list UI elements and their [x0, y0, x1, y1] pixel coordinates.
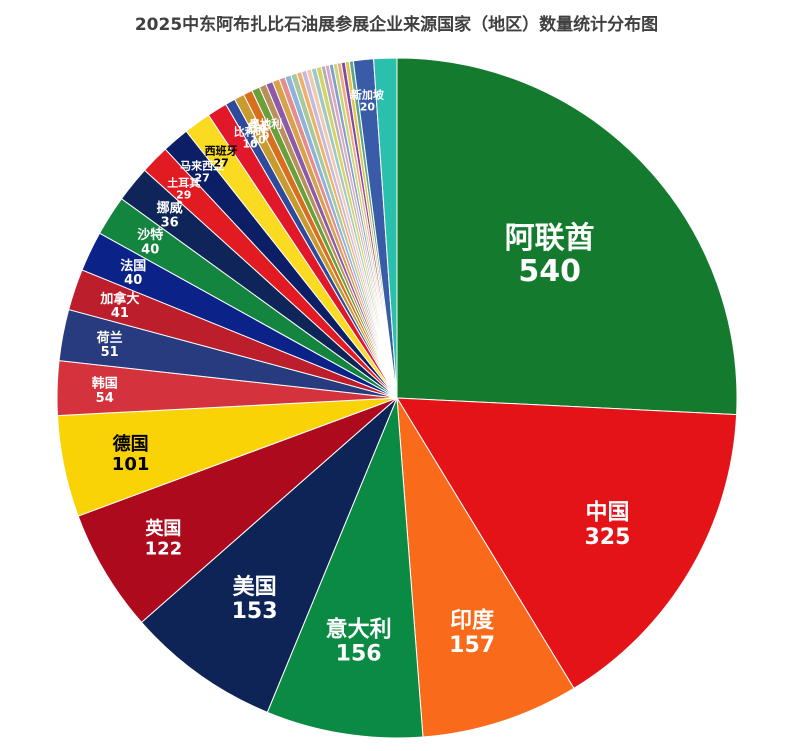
slice-value: 51: [101, 345, 119, 360]
slice-label: 奥地利: [248, 117, 282, 131]
slice-label: 比利时: [234, 125, 267, 139]
slice-label: 印度: [450, 608, 495, 634]
slice-label: 美国: [233, 574, 277, 600]
pie-slice: [373, 57, 398, 399]
slice-label: 意大利: [326, 616, 392, 642]
slice-value: 27: [213, 156, 228, 169]
slice-label: 加拿大: [99, 291, 139, 307]
pie-slice: [77, 397, 398, 624]
slice-label: 德国: [113, 433, 149, 455]
chart-title: 2025中东阿布扎比石油展参展企业来源国家（地区）数量统计分布图: [134, 15, 659, 35]
pie-slice: [266, 397, 424, 739]
slice-value: 40: [124, 273, 142, 288]
pie-slice: [396, 397, 738, 690]
slice-value: 29: [176, 189, 191, 202]
slice-value: 122: [145, 538, 183, 559]
pie-slice: [140, 397, 398, 713]
slice-value: 540: [518, 254, 581, 289]
slice-value: 153: [232, 599, 278, 624]
slice-value: 101: [112, 454, 150, 475]
slice-value: 325: [584, 525, 630, 550]
slice-value: 157: [449, 633, 495, 658]
slice-label: 中国: [585, 501, 629, 526]
slice-value: 9: [262, 130, 270, 143]
slice-value: 156: [336, 642, 382, 667]
slice-label: 法国: [120, 258, 146, 274]
slice-label: 阿联酋: [505, 221, 595, 256]
slice-label: 土耳其: [167, 175, 200, 189]
slice-value: 20: [360, 101, 376, 114]
slice-label: 英国: [144, 518, 181, 540]
slice-value: 40: [141, 243, 159, 258]
slice-label: 韩国: [92, 376, 118, 392]
slice-label: 马来西亚: [180, 158, 224, 172]
slice-value: 36: [161, 215, 179, 230]
slice-value: 41: [111, 306, 129, 321]
slice-label: 沙特: [137, 227, 163, 243]
slice-label: 西班牙: [205, 143, 238, 157]
slice-value: 27: [194, 171, 209, 184]
slice-label: 日本: [247, 120, 269, 134]
slice-label: 荷兰: [96, 330, 123, 346]
pie-slice: [396, 397, 575, 738]
slice-label: 挪威: [157, 200, 183, 216]
slice-value: 10: [243, 138, 259, 151]
slice-value: 10: [250, 133, 266, 146]
slice-label: 新加坡: [351, 88, 385, 102]
pie-slice: [396, 57, 738, 416]
slice-value: 54: [96, 391, 114, 406]
